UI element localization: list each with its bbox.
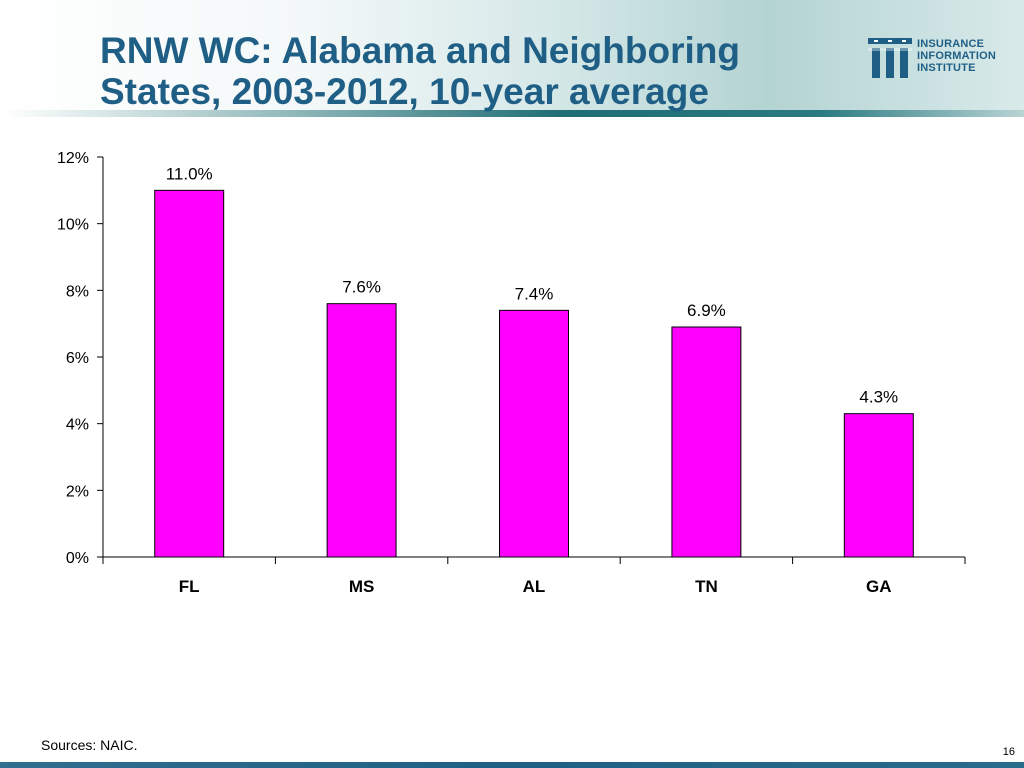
slide-title-line-2: States, 2003-2012, 10-year average bbox=[100, 71, 709, 112]
y-tick-label: 2% bbox=[66, 483, 89, 500]
page-number: 16 bbox=[1002, 746, 1015, 758]
data-label-ga: 4.3% bbox=[859, 388, 898, 407]
y-tick-label: 6% bbox=[66, 350, 89, 367]
data-label-fl: 11.0% bbox=[166, 164, 213, 183]
bar-al bbox=[499, 309, 569, 558]
bar-tn bbox=[671, 326, 742, 558]
data-label-tn: 6.9% bbox=[687, 301, 726, 320]
bar-fl bbox=[154, 189, 225, 558]
y-tick-label: 4% bbox=[66, 417, 89, 434]
data-label-ms: 7.6% bbox=[342, 278, 381, 297]
data-label-al: 7.4% bbox=[515, 284, 554, 303]
y-tick-label: 8% bbox=[66, 283, 89, 300]
x-tick-label-fl: FL bbox=[179, 577, 200, 596]
x-tick-label-tn: TN bbox=[695, 577, 718, 596]
header-band bbox=[0, 0, 1024, 112]
iii-logo: INSURANCE INFORMATION INSTITUTE bbox=[868, 36, 1018, 80]
slide-title: RNW WC: Alabama and Neighboring States, … bbox=[100, 30, 820, 112]
slide-title-line-1: RNW WC: Alabama and Neighboring bbox=[100, 30, 740, 71]
bar-ga bbox=[843, 413, 914, 558]
x-tick-label-al: AL bbox=[523, 577, 546, 596]
x-tick-label-ms: MS bbox=[349, 577, 375, 596]
bar-ms bbox=[326, 303, 397, 558]
y-tick-label: 12% bbox=[57, 150, 89, 167]
logo-line-1: INSURANCE bbox=[917, 38, 985, 50]
y-tick-label: 10% bbox=[57, 217, 89, 234]
footer-bar bbox=[0, 762, 1024, 768]
header-rule bbox=[0, 110, 1024, 117]
iii-logo-text: INSURANCE INFORMATION INSTITUTE bbox=[917, 38, 996, 74]
y-tick-label: 0% bbox=[66, 550, 89, 567]
logo-line-3: INSTITUTE bbox=[917, 62, 976, 74]
sources-note: Sources: NAIC. bbox=[41, 737, 138, 753]
logo-line-2: INFORMATION bbox=[917, 50, 996, 62]
x-tick-label-ga: GA bbox=[866, 577, 892, 596]
iii-logo-icon bbox=[868, 38, 912, 78]
